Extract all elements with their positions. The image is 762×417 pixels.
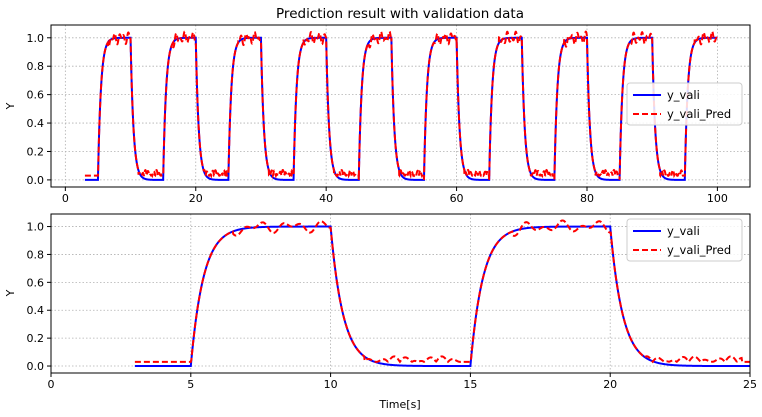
bottom-series-y-vali-pred — [134, 219, 750, 364]
bottom-series-y-vali — [134, 225, 750, 368]
top-chart-title: Prediction result with validation data — [276, 6, 524, 22]
top-ticks: 0 20 40 60 80 100 0.0 0.2 0.4 0.6 0.8 1.0 — [27, 32, 728, 205]
top-x-tick-label: 60 — [450, 192, 464, 205]
top-legend-label-y-vali: y_vali — [667, 88, 700, 102]
bottom-legend: y_vali y_vali_Pred — [626, 218, 743, 262]
top-x-tick-label: 40 — [319, 192, 333, 205]
top-y-tick-label: 0.8 — [27, 60, 45, 73]
top-legend-label-y-vali-pred: y_vali_Pred — [667, 107, 731, 121]
bottom-y-tick-label: 0.8 — [27, 248, 45, 261]
bottom-y-tick-label: 0.2 — [27, 332, 45, 345]
top-series-y-vali-pred — [84, 30, 719, 180]
top-y-axis-label: Y — [4, 102, 17, 110]
top-x-tick-label: 20 — [189, 192, 203, 205]
bottom-x-tick-label: 15 — [463, 378, 477, 391]
bottom-axes-frame — [50, 213, 751, 374]
bottom-x-tick-label: 0 — [48, 378, 55, 391]
bottom-y-tick-label: 1.0 — [27, 221, 45, 234]
top-y-tick-label: 0.4 — [27, 117, 45, 130]
top-x-tick-label: 0 — [62, 192, 69, 205]
top-y-tick-label: 0.6 — [27, 89, 45, 102]
bottom-x-tick-label: 20 — [603, 378, 617, 391]
top-x-tick-label: 80 — [580, 192, 594, 205]
bottom-y-tick-label: 0.0 — [27, 360, 45, 373]
bottom-y-tick-label: 0.6 — [27, 276, 45, 289]
top-y-tick-label: 1.0 — [27, 32, 45, 45]
bottom-plot-lines — [134, 219, 750, 368]
bottom-x-axis-label: Time[s] — [378, 398, 420, 411]
bottom-legend-label-y-vali: y_vali — [667, 224, 700, 238]
top-y-tick-label: 0.2 — [27, 145, 45, 158]
top-y-tick-label: 0.0 — [27, 174, 45, 187]
bottom-y-axis-label: Y — [4, 289, 17, 297]
bottom-x-tick-label: 5 — [187, 378, 194, 391]
top-axes-frame — [50, 24, 751, 188]
top-subplot: Prediction result with validation data 0… — [4, 6, 751, 205]
top-x-tick-label: 100 — [707, 192, 728, 205]
bottom-x-tick-label: 10 — [324, 378, 338, 391]
bottom-ticks: 0 5 10 15 20 25 0.0 0.2 0.4 0.6 0.8 1.0 — [27, 221, 758, 391]
top-legend: y_vali y_vali_Pred — [626, 82, 743, 126]
bottom-subplot: 0 5 10 15 20 25 0.0 0.2 0.4 0.6 0.8 1.0 Y Time[s] y… — [4, 213, 758, 411]
bottom-x-tick-label: 25 — [743, 378, 757, 391]
top-series-y-vali — [84, 36, 718, 181]
bottom-legend-label-y-vali-pred: y_vali_Pred — [667, 243, 731, 257]
bottom-y-tick-label: 0.4 — [27, 304, 45, 317]
top-plot-lines — [84, 30, 719, 181]
